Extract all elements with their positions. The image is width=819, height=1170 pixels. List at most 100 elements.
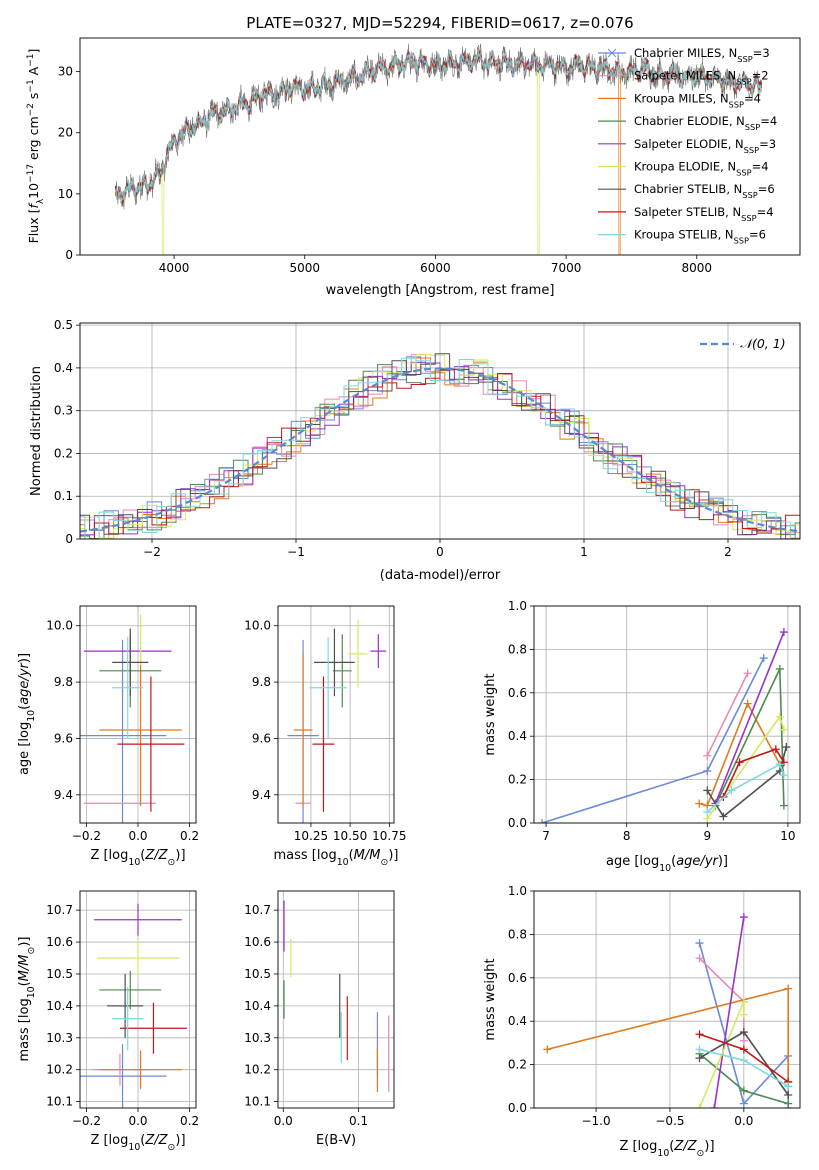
x-tick-label: 0 bbox=[436, 545, 444, 559]
x-axis-label-part: ⊙ bbox=[168, 1142, 176, 1153]
y-tick-label: 30 bbox=[58, 65, 73, 79]
weight-marker bbox=[543, 1045, 552, 1054]
mass-z-axes-plot-area bbox=[80, 903, 187, 1108]
weight-age-axes-plot-area bbox=[538, 628, 791, 823]
y-tick-label: 10 bbox=[58, 187, 73, 201]
x-axis-label-part: age [log bbox=[606, 854, 659, 869]
weight-marker bbox=[784, 1099, 793, 1108]
legend-label-part: Salpeter STELIB, N bbox=[634, 205, 741, 219]
legend-label: Kroupa STELIB, NSSP=6 bbox=[634, 228, 766, 246]
age-z-axes-frame: −0.2 0.0 0.29.49.69.810.0Z [log10(Z/Z⊙)]ag… bbox=[17, 605, 199, 868]
spectrum-axes-frame: 4000 5000 6000 7000 8000 0 10 20 30 Chabrier MILE… bbox=[26, 37, 801, 298]
errorbar-point bbox=[107, 973, 144, 1038]
weight-marker bbox=[743, 699, 752, 708]
x-tick-label: 0.0 bbox=[274, 1114, 293, 1128]
weight-marker bbox=[784, 1090, 793, 1099]
x-tick-label: 10.50 bbox=[333, 829, 367, 843]
y-axis-label-part: erg cm bbox=[26, 116, 41, 164]
weight-marker bbox=[739, 1045, 748, 1054]
x-axis-label-part: ( bbox=[349, 848, 354, 863]
mass-z-axes: −0.2 0.0 0.2 10.1 10.2 10.3 10.4 10.5 10.6 10.7 Z … bbox=[17, 890, 199, 1153]
weight-marker bbox=[695, 1045, 704, 1054]
y-axis-label-part: −1 bbox=[26, 53, 36, 66]
y-tick-label: 10.1 bbox=[46, 1095, 73, 1109]
x-axis-label-part: M bbox=[369, 848, 380, 863]
weight-z-axes: −1.0 −0.5 0.0 0.0 0.2 0.4 0.6 0.8 1.0 Z [log10(Z/… bbox=[483, 884, 801, 1159]
spectrum-axes: 4000 5000 6000 7000 8000 0 10 20 30 Chabrier MILE… bbox=[26, 37, 801, 298]
residual-axes: −2 −1 0 1 2 0 0.1 0.2 0.3 0.4 0.5 𝒩(0, 1) (data-mode… bbox=[29, 318, 801, 583]
errorbar-point bbox=[370, 634, 387, 668]
y-tick-label: 0.6 bbox=[508, 686, 527, 700]
y-tick-label: 0.2 bbox=[54, 446, 73, 460]
errorbar-point bbox=[99, 653, 182, 807]
legend-label-part: SSP bbox=[729, 99, 744, 109]
axes-frame bbox=[533, 605, 801, 824]
errorbar-point bbox=[293, 653, 313, 807]
mass-ebv-axes-plot-area bbox=[283, 900, 390, 1093]
x-axis-label-part: ( bbox=[671, 854, 676, 869]
axes-frame bbox=[533, 890, 801, 1109]
y-tick-label: 10.1 bbox=[244, 1095, 271, 1109]
legend-label-part: =4 bbox=[757, 205, 774, 219]
weight-series-line bbox=[713, 916, 745, 1108]
errorbar-point bbox=[314, 628, 355, 697]
x-tick-label: 4000 bbox=[159, 261, 190, 275]
y-axis-label-part: −1 bbox=[26, 79, 36, 92]
x-axis-label-part: Z [log bbox=[619, 1139, 657, 1154]
legend-label-part: Salpeter ELODIE, N bbox=[634, 137, 744, 151]
weight-marker bbox=[739, 1028, 748, 1037]
x-tick-label: 10.75 bbox=[372, 829, 406, 843]
x-tick-label: 1 bbox=[580, 545, 588, 559]
legend-label-part: =6 bbox=[749, 228, 766, 242]
legend-label-part: =4 bbox=[760, 114, 777, 128]
y-axis-label-part: s bbox=[26, 93, 41, 104]
x-tick-label: 10 bbox=[780, 829, 795, 843]
x-axis-label-part: Z bbox=[158, 848, 169, 863]
weight-marker bbox=[775, 712, 784, 721]
y-tick-label: 0.8 bbox=[508, 642, 527, 656]
x-tick-label: 6000 bbox=[420, 261, 451, 275]
legend-label-part: Salpeter MILES, N bbox=[634, 69, 736, 83]
mass-ebv-axes-frame: 0.0 0.1 10.1 10.2 10.3 10.4 10.5 10.6 10.7 E(B-V) bbox=[244, 890, 395, 1148]
y-tick-label: 0 bbox=[65, 532, 73, 546]
y-tick-label: 0.2 bbox=[508, 1058, 527, 1072]
x-tick-label: 0.1 bbox=[349, 1114, 368, 1128]
x-axis-label-part: / bbox=[699, 854, 706, 869]
weight-marker bbox=[775, 664, 784, 673]
y-axis-label-part: ( bbox=[17, 981, 32, 986]
y-tick-label: 10.0 bbox=[46, 619, 73, 633]
y-tick-label: 1.0 bbox=[508, 884, 527, 898]
weight-marker bbox=[703, 766, 712, 775]
age-mass-axes: 10.25 10.50 10.75 9.4 9.6 9.8 10.0 mass [log10(… bbox=[244, 605, 406, 868]
weight-series-line bbox=[541, 657, 765, 823]
age-z-axes-plot-area bbox=[80, 614, 185, 823]
histogram-series bbox=[80, 357, 800, 539]
x-axis-label-part: 10 bbox=[128, 857, 140, 868]
legend-label-part: SSP bbox=[741, 213, 756, 223]
weight-marker bbox=[695, 799, 704, 808]
x-axis-label-part: ⊙ bbox=[168, 857, 176, 868]
axes-frame bbox=[277, 890, 395, 1109]
legend-label-part: Chabrier STELIB, N bbox=[634, 182, 742, 196]
y-tick-label: 0.3 bbox=[54, 404, 73, 418]
errorbar-point bbox=[119, 1002, 187, 1054]
y-tick-label: 10.5 bbox=[244, 967, 271, 981]
legend-label-part: SSP bbox=[736, 168, 751, 178]
y-axis-label-part: M bbox=[17, 955, 32, 966]
y-tick-label: 10.5 bbox=[46, 967, 73, 981]
y-tick-label: 10.4 bbox=[46, 999, 73, 1013]
residual-axes-plot-area bbox=[80, 353, 800, 539]
x-tick-label: 0.0 bbox=[734, 1114, 753, 1128]
x-tick-label: 7000 bbox=[551, 261, 582, 275]
weight-marker bbox=[739, 997, 748, 1006]
y-axis-label: mass weight bbox=[483, 673, 498, 755]
y-axis-label: Normed distribution bbox=[29, 366, 44, 496]
weight-marker bbox=[739, 1036, 748, 1045]
legend-label-part: SSP bbox=[734, 236, 749, 246]
weight-marker bbox=[703, 751, 712, 760]
y-tick-label: 0 bbox=[65, 248, 73, 262]
y-axis-label-part: −17 bbox=[26, 164, 36, 183]
x-axis-label-part: 10 bbox=[337, 857, 349, 868]
errorbar-point bbox=[112, 986, 144, 1051]
